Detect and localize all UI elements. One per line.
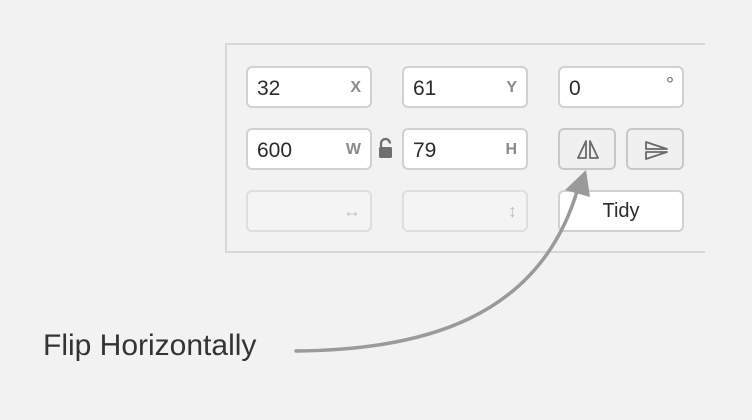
x-value: 32 xyxy=(257,77,281,100)
width-value: 600 xyxy=(257,139,293,162)
y-value: 61 xyxy=(413,77,437,100)
x-label: X xyxy=(350,79,361,96)
height-value: 79 xyxy=(413,139,437,162)
vertical-spacing-field[interactable]: ↕ xyxy=(402,190,528,232)
height-field[interactable]: 79 H xyxy=(402,128,528,170)
horizontal-arrows-icon: ↔ xyxy=(343,201,361,221)
x-position-field[interactable]: 32 X xyxy=(246,66,372,108)
flip-horizontal-icon xyxy=(577,140,599,159)
flip-horizontal-button[interactable] xyxy=(558,128,616,170)
rotation-value: 0 xyxy=(569,77,581,100)
unlocked-padlock-icon[interactable] xyxy=(377,137,397,166)
flip-vertical-button[interactable] xyxy=(626,128,684,170)
y-position-field[interactable]: 61 Y xyxy=(402,66,528,108)
tidy-button[interactable]: Tidy xyxy=(558,190,684,232)
flip-vertical-icon xyxy=(645,141,668,160)
rotation-field[interactable]: 0 ° xyxy=(558,66,684,108)
inspector-panel xyxy=(225,43,705,253)
width-field[interactable]: 600 W xyxy=(246,128,372,170)
annotation-label: Flip Horizontally xyxy=(43,329,257,362)
y-label: Y xyxy=(506,79,517,96)
degree-label: ° xyxy=(666,74,674,96)
height-label: H xyxy=(505,141,517,158)
vertical-arrows-icon: ↕ xyxy=(508,201,517,221)
horizontal-spacing-field[interactable]: ↔ xyxy=(246,190,372,232)
width-label: W xyxy=(345,141,361,158)
